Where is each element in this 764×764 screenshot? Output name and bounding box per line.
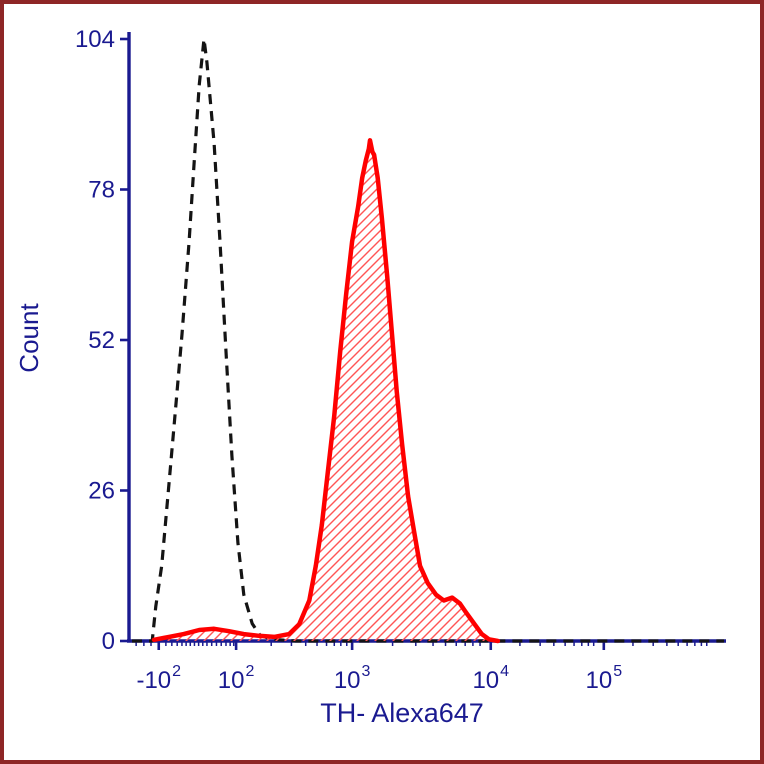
red-histogram-hatch-fill xyxy=(154,140,498,642)
y-tick-label: 104 xyxy=(75,26,115,53)
y-tick-label: 26 xyxy=(88,478,115,505)
flow-histogram-chart: -102 102 103 104 105 0 26 52 78 104 Count TH- Ale… xyxy=(14,26,726,728)
y-tick-label: 0 xyxy=(102,628,115,655)
x-tick-label: 102 xyxy=(218,663,255,694)
x-tick-label: 104 xyxy=(472,663,509,694)
x-axis-title: TH- Alexa647 xyxy=(320,698,484,728)
y-tick-label: 52 xyxy=(88,327,115,354)
black-dashed-histogram-curve xyxy=(132,37,724,643)
y-axis-title: Count xyxy=(14,303,44,373)
x-tick-label: 103 xyxy=(334,663,371,694)
x-tick-label: -102 xyxy=(136,663,181,694)
chart-generated-content: -102 102 103 104 105 0 26 52 78 104 xyxy=(75,26,726,694)
red-histogram-curve xyxy=(151,138,501,644)
y-tick-label: 78 xyxy=(88,177,115,204)
x-tick-label: 105 xyxy=(586,663,623,694)
